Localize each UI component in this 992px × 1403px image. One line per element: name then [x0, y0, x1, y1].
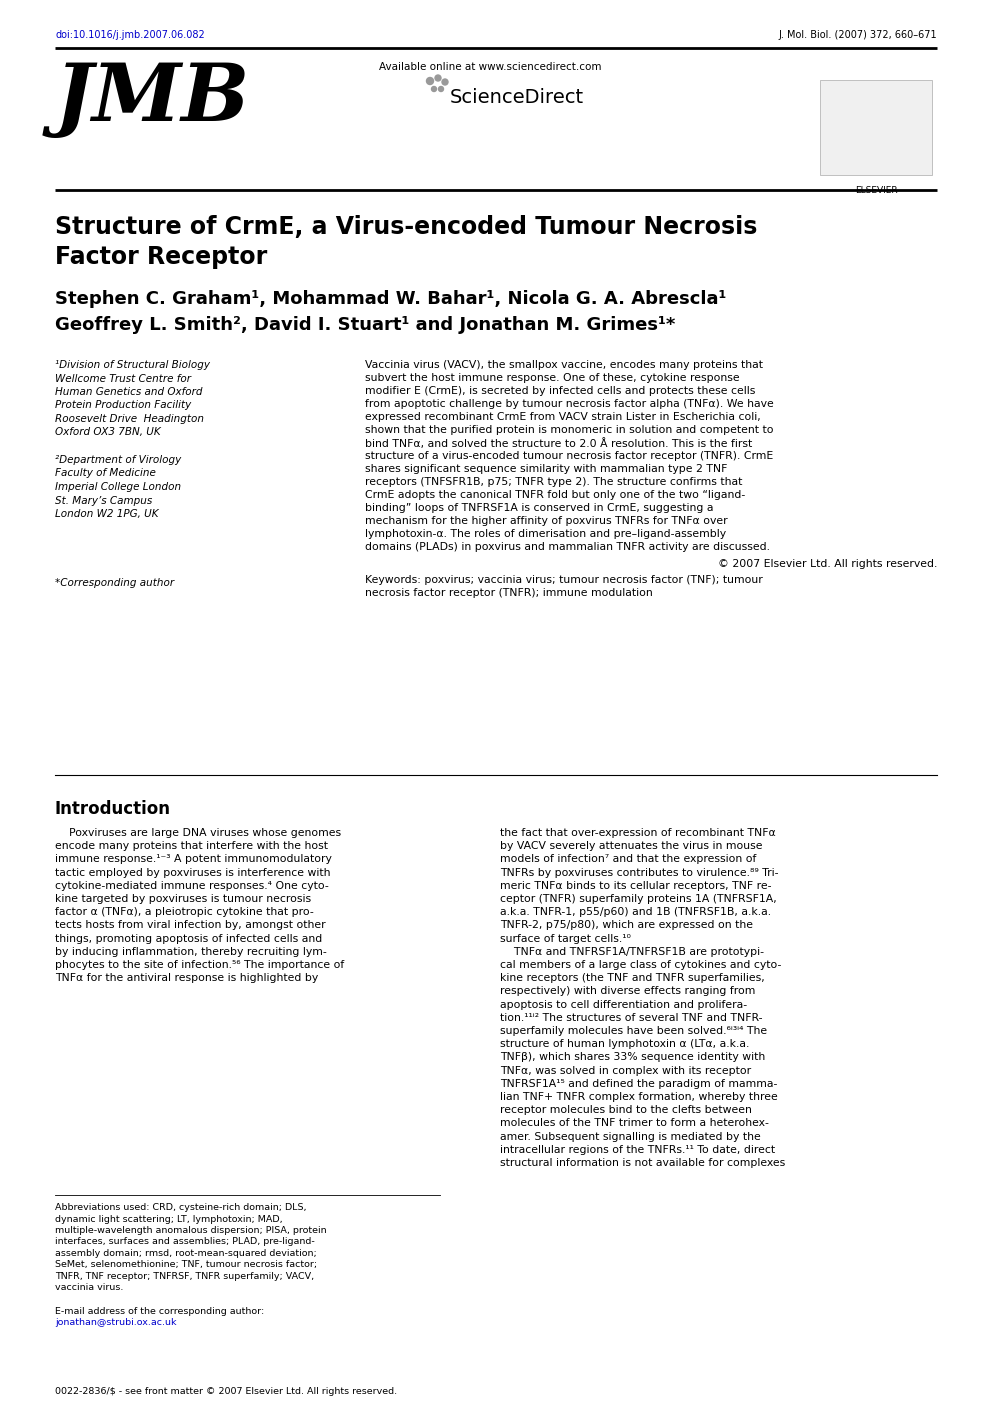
Text: TNFR, TNF receptor; TNFRSF, TNFR superfamily; VACV,: TNFR, TNF receptor; TNFRSF, TNFR superfa… — [55, 1273, 314, 1281]
Text: cytokine-mediated immune responses.⁴ One cyto-: cytokine-mediated immune responses.⁴ One… — [55, 881, 328, 891]
Text: ¹Division of Structural Biology: ¹Division of Structural Biology — [55, 361, 210, 370]
Text: 0022-2836/$ - see front matter © 2007 Elsevier Ltd. All rights reserved.: 0022-2836/$ - see front matter © 2007 El… — [55, 1388, 397, 1396]
Text: immune response.¹⁻³ A potent immunomodulatory: immune response.¹⁻³ A potent immunomodul… — [55, 854, 332, 864]
Text: amer. Subsequent signalling is mediated by the: amer. Subsequent signalling is mediated … — [500, 1132, 761, 1142]
Text: things, promoting apoptosis of infected cells and: things, promoting apoptosis of infected … — [55, 933, 322, 944]
Text: ²Department of Virology: ²Department of Virology — [55, 455, 182, 464]
Text: TNFβ), which shares 33% sequence identity with: TNFβ), which shares 33% sequence identit… — [500, 1052, 765, 1062]
Text: vaccinia virus.: vaccinia virus. — [55, 1284, 123, 1292]
Text: TNFRs by poxviruses contributes to virulence.⁸⁹ Tri-: TNFRs by poxviruses contributes to virul… — [500, 867, 779, 878]
Text: TNFRSF1A¹⁵ and defined the paradigm of mamma-: TNFRSF1A¹⁵ and defined the paradigm of m… — [500, 1079, 778, 1089]
Text: Introduction: Introduction — [55, 800, 171, 818]
Text: SeMet, selenomethionine; TNF, tumour necrosis factor;: SeMet, selenomethionine; TNF, tumour nec… — [55, 1260, 317, 1270]
Text: tactic employed by poxviruses is interference with: tactic employed by poxviruses is interfe… — [55, 867, 330, 878]
Text: structure of a virus-encoded tumour necrosis factor receptor (TNFR). CrmE: structure of a virus-encoded tumour necr… — [365, 450, 773, 462]
Text: domains (PLADs) in poxvirus and mammalian TNFR activity are discussed.: domains (PLADs) in poxvirus and mammalia… — [365, 542, 770, 551]
Text: by inducing inflammation, thereby recruiting lym-: by inducing inflammation, thereby recrui… — [55, 947, 326, 957]
Text: Oxford OX3 7BN, UK: Oxford OX3 7BN, UK — [55, 428, 161, 438]
Text: structure of human lymphotoxin α (LTα, a.k.a.: structure of human lymphotoxin α (LTα, a… — [500, 1040, 749, 1049]
Text: factor α (TNFα), a pleiotropic cytokine that pro-: factor α (TNFα), a pleiotropic cytokine … — [55, 908, 313, 918]
Text: tion.¹¹ⁱ² The structures of several TNF and TNFR-: tion.¹¹ⁱ² The structures of several TNF … — [500, 1013, 763, 1023]
Text: doi:10.1016/j.jmb.2007.06.082: doi:10.1016/j.jmb.2007.06.082 — [55, 29, 204, 41]
Text: Roosevelt Drive  Headington: Roosevelt Drive Headington — [55, 414, 204, 424]
Text: ceptor (TNFR) superfamily proteins 1A (TNFRSF1A,: ceptor (TNFR) superfamily proteins 1A (T… — [500, 894, 777, 904]
Text: subvert the host immune response. One of these, cytokine response: subvert the host immune response. One of… — [365, 373, 740, 383]
Text: Imperial College London: Imperial College London — [55, 483, 182, 492]
Circle shape — [427, 77, 434, 84]
Text: receptors (TNFSFR1B, p75; TNFR type 2). The structure confirms that: receptors (TNFSFR1B, p75; TNFR type 2). … — [365, 477, 742, 487]
Text: TNFα for the antiviral response is highlighted by: TNFα for the antiviral response is highl… — [55, 974, 318, 984]
Text: interfaces, surfaces and assemblies; PLAD, pre-ligand-: interfaces, surfaces and assemblies; PLA… — [55, 1237, 314, 1246]
Text: Wellcome Trust Centre for: Wellcome Trust Centre for — [55, 373, 191, 383]
Text: ScienceDirect: ScienceDirect — [450, 88, 584, 107]
Text: jonathan@strubi.ox.ac.uk: jonathan@strubi.ox.ac.uk — [55, 1317, 177, 1327]
Text: receptor molecules bind to the clefts between: receptor molecules bind to the clefts be… — [500, 1106, 752, 1115]
Text: expressed recombinant CrmE from VACV strain Lister in Escherichia coli,: expressed recombinant CrmE from VACV str… — [365, 412, 761, 422]
Text: surface of target cells.¹⁰: surface of target cells.¹⁰ — [500, 933, 631, 944]
Text: Factor Receptor: Factor Receptor — [55, 246, 267, 269]
Text: molecules of the TNF trimer to form a heterohex-: molecules of the TNF trimer to form a he… — [500, 1118, 769, 1128]
Text: dynamic light scattering; LT, lymphotoxin; MAD,: dynamic light scattering; LT, lymphotoxi… — [55, 1215, 283, 1223]
Text: TNFα and TNFRSF1A/TNFRSF1B are prototypi-: TNFα and TNFRSF1A/TNFRSF1B are prototypi… — [500, 947, 764, 957]
Text: apoptosis to cell differentiation and prolifera-: apoptosis to cell differentiation and pr… — [500, 999, 747, 1010]
Text: tects hosts from viral infection by, amongst other: tects hosts from viral infection by, amo… — [55, 920, 325, 930]
Text: JMB: JMB — [55, 60, 250, 137]
Text: Keywords: poxvirus; vaccinia virus; tumour necrosis factor (TNF); tumour: Keywords: poxvirus; vaccinia virus; tumo… — [365, 575, 763, 585]
Text: lian TNF+ TNFR complex formation, whereby three: lian TNF+ TNFR complex formation, whereb… — [500, 1092, 778, 1101]
Text: modifier E (CrmE), is secreted by infected cells and protects these cells: modifier E (CrmE), is secreted by infect… — [365, 386, 755, 396]
Text: mechanism for the higher affinity of poxvirus TNFRs for TNFα over: mechanism for the higher affinity of pox… — [365, 516, 727, 526]
Text: phocytes to the site of infection.⁵⁶ The importance of: phocytes to the site of infection.⁵⁶ The… — [55, 960, 344, 969]
Text: Protein Production Facility: Protein Production Facility — [55, 400, 191, 411]
Text: intracellular regions of the TNFRs.¹¹ To date, direct: intracellular regions of the TNFRs.¹¹ To… — [500, 1145, 775, 1155]
Text: meric TNFα binds to its cellular receptors, TNF re-: meric TNFα binds to its cellular recepto… — [500, 881, 772, 891]
Text: respectively) with diverse effects ranging from: respectively) with diverse effects rangi… — [500, 986, 755, 996]
Text: Stephen C. Graham¹, Mohammad W. Bahar¹, Nicola G. A. Abrescla¹: Stephen C. Graham¹, Mohammad W. Bahar¹, … — [55, 290, 726, 309]
Text: ELSEVIER: ELSEVIER — [855, 187, 898, 195]
Text: kine receptors (the TNF and TNFR superfamilies,: kine receptors (the TNF and TNFR superfa… — [500, 974, 765, 984]
Text: a.k.a. TNFR-1, p55/p60) and 1B (TNFRSF1B, a.k.a.: a.k.a. TNFR-1, p55/p60) and 1B (TNFRSF1B… — [500, 908, 771, 918]
Text: encode many proteins that interfere with the host: encode many proteins that interfere with… — [55, 842, 328, 852]
Text: models of infection⁷ and that the expression of: models of infection⁷ and that the expres… — [500, 854, 756, 864]
Text: Poxviruses are large DNA viruses whose genomes: Poxviruses are large DNA viruses whose g… — [55, 828, 341, 838]
Text: necrosis factor receptor (TNFR); immune modulation: necrosis factor receptor (TNFR); immune … — [365, 588, 653, 598]
Text: E-mail address of the corresponding author:: E-mail address of the corresponding auth… — [55, 1306, 264, 1316]
Text: lymphotoxin-α. The roles of dimerisation and pre–ligand-assembly: lymphotoxin-α. The roles of dimerisation… — [365, 529, 726, 539]
Text: kine targeted by poxviruses is tumour necrosis: kine targeted by poxviruses is tumour ne… — [55, 894, 311, 904]
Text: Faculty of Medicine: Faculty of Medicine — [55, 469, 156, 478]
Text: Structure of CrmE, a Virus-encoded Tumour Necrosis: Structure of CrmE, a Virus-encoded Tumou… — [55, 215, 757, 239]
Text: the fact that over-expression of recombinant TNFα: the fact that over-expression of recombi… — [500, 828, 776, 838]
Circle shape — [438, 87, 443, 91]
Text: St. Mary’s Campus: St. Mary’s Campus — [55, 495, 152, 505]
Text: binding” loops of TNFRSF1A is conserved in CrmE, suggesting a: binding” loops of TNFRSF1A is conserved … — [365, 504, 713, 513]
Text: by VACV severely attenuates the virus in mouse: by VACV severely attenuates the virus in… — [500, 842, 763, 852]
Text: multiple-wavelength anomalous dispersion; PISA, protein: multiple-wavelength anomalous dispersion… — [55, 1226, 326, 1235]
Text: J. Mol. Biol. (2007) 372, 660–671: J. Mol. Biol. (2007) 372, 660–671 — [779, 29, 937, 41]
Text: *Corresponding author: *Corresponding author — [55, 578, 175, 588]
Text: CrmE adopts the canonical TNFR fold but only one of the two “ligand-: CrmE adopts the canonical TNFR fold but … — [365, 490, 745, 499]
Text: Geoffrey L. Smith², David I. Stuart¹ and Jonathan M. Grimes¹*: Geoffrey L. Smith², David I. Stuart¹ and… — [55, 316, 676, 334]
Text: © 2007 Elsevier Ltd. All rights reserved.: © 2007 Elsevier Ltd. All rights reserved… — [717, 558, 937, 570]
Text: shown that the purified protein is monomeric in solution and competent to: shown that the purified protein is monom… — [365, 425, 774, 435]
Text: TNFR-2, p75/p80), which are expressed on the: TNFR-2, p75/p80), which are expressed on… — [500, 920, 753, 930]
Text: superfamily molecules have been solved.⁶ⁱ³ⁱ⁴ The: superfamily molecules have been solved.⁶… — [500, 1026, 767, 1035]
Text: Human Genetics and Oxford: Human Genetics and Oxford — [55, 387, 202, 397]
Text: Available online at www.sciencedirect.com: Available online at www.sciencedirect.co… — [379, 62, 601, 72]
Text: London W2 1PG, UK: London W2 1PG, UK — [55, 509, 159, 519]
Text: TNFα, was solved in complex with its receptor: TNFα, was solved in complex with its rec… — [500, 1066, 751, 1076]
Text: bind TNFα, and solved the structure to 2.0 Å resolution. This is the first: bind TNFα, and solved the structure to 2… — [365, 438, 752, 449]
Text: from apoptotic challenge by tumour necrosis factor alpha (TNFα). We have: from apoptotic challenge by tumour necro… — [365, 398, 774, 410]
Text: Abbreviations used: CRD, cysteine-rich domain; DLS,: Abbreviations used: CRD, cysteine-rich d… — [55, 1202, 307, 1212]
Text: Vaccinia virus (VACV), the smallpox vaccine, encodes many proteins that: Vaccinia virus (VACV), the smallpox vacc… — [365, 361, 763, 370]
Text: cal members of a large class of cytokines and cyto-: cal members of a large class of cytokine… — [500, 960, 782, 969]
Circle shape — [435, 74, 441, 81]
Text: shares significant sequence similarity with mammalian type 2 TNF: shares significant sequence similarity w… — [365, 464, 727, 474]
Text: structural information is not available for complexes: structural information is not available … — [500, 1157, 786, 1169]
Bar — [820, 80, 932, 175]
Circle shape — [432, 87, 436, 91]
Circle shape — [442, 79, 448, 86]
Text: assembly domain; rmsd, root-mean-squared deviation;: assembly domain; rmsd, root-mean-squared… — [55, 1249, 316, 1258]
